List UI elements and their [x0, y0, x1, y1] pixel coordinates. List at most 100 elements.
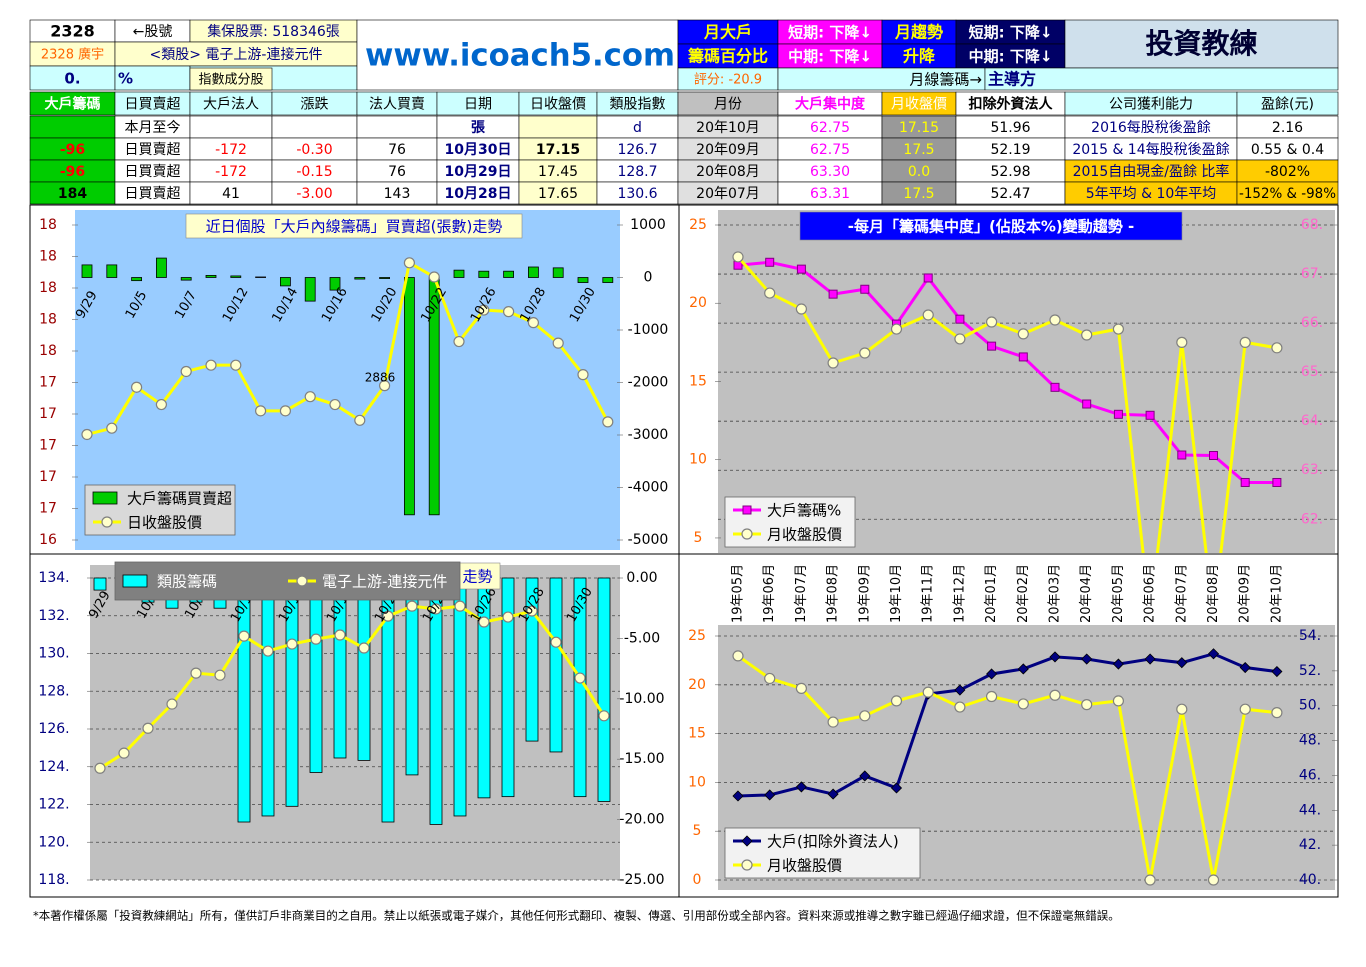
bar [255, 276, 267, 278]
y-tick-label: 0 [693, 872, 702, 888]
marker [503, 306, 515, 318]
y2-tick-label: -15.00 [619, 751, 664, 767]
x-tick-label: 19年08月 [826, 564, 841, 623]
marker [430, 603, 442, 615]
cell [881, 43, 957, 69]
marker [764, 672, 776, 685]
cell [29, 115, 116, 139]
marker [827, 357, 839, 369]
marker [954, 701, 966, 713]
y2-tick-label: 0 [644, 270, 653, 286]
cell-text: 日期 [464, 97, 492, 113]
cell [189, 67, 273, 91]
bar [503, 270, 515, 278]
bar [81, 264, 93, 278]
y2-tick-label: 42. [1299, 837, 1321, 853]
cell-text: 盈餘(元) [1261, 96, 1314, 113]
cell-text: 張 [471, 120, 486, 136]
cell-text: 指數成分股 [198, 73, 263, 88]
marker [795, 682, 808, 695]
marker [742, 505, 752, 515]
y2-tick-label: 40. [1299, 872, 1321, 888]
marker [859, 710, 871, 722]
y2-tick-label: 67. [1301, 266, 1323, 282]
cell-text: 大戶集中度 [795, 96, 866, 113]
marker [1113, 409, 1123, 419]
bar [106, 264, 118, 278]
bar [577, 277, 589, 283]
cell-text: 17.15 [899, 120, 939, 136]
y-tick-label: 17 [39, 375, 57, 391]
cell [518, 115, 598, 139]
cell-text: 17.5 [903, 186, 934, 202]
y-tick-label: 132. [38, 608, 69, 624]
x-tick-label: 20年03月 [1048, 564, 1063, 623]
marker [602, 416, 614, 428]
line [737, 652, 1278, 798]
marker [1176, 657, 1188, 669]
x-tick-label: 19年09月 [857, 564, 872, 623]
cell-text: 日買賣超 [125, 97, 181, 113]
bar [205, 274, 217, 278]
cell-text: 日收盤價 [530, 96, 586, 113]
cell-text: 公司獲利能力 [1109, 97, 1193, 113]
marker [890, 323, 903, 335]
cell-text: 52.19 [990, 142, 1030, 158]
marker [1112, 695, 1125, 707]
cell-text: 月份 [714, 97, 742, 113]
cell [356, 19, 679, 91]
cell-text: 日買賣超 [125, 186, 181, 202]
y2-tick-label: 0.00 [626, 570, 657, 586]
marker [577, 369, 589, 381]
bar [403, 277, 415, 516]
cell-text: 76 [388, 164, 406, 180]
legend-label: 大戶(扣除外資法人) [767, 833, 899, 851]
y2-tick-label: 62. [1301, 511, 1323, 527]
cell [1064, 19, 1339, 69]
cell-text: 128.7 [617, 164, 657, 180]
marker [764, 287, 776, 299]
y2-tick-label: 54. [1299, 628, 1321, 644]
cell [677, 19, 779, 45]
markers [732, 251, 1283, 369]
cell-text: 大戶籌碼 [45, 96, 101, 113]
x-tick-label: 20年01月 [984, 564, 999, 623]
cell-text: 41 [222, 186, 240, 202]
cell-text: 10月28日 [445, 186, 512, 202]
y2-tick-label: 65. [1301, 364, 1323, 380]
y2-tick-label: 46. [1299, 767, 1321, 783]
cell [984, 67, 1339, 91]
y-tick-label: 18 [39, 343, 57, 359]
y-tick-label: 25 [688, 628, 706, 644]
legend-label: 大戶籌碼買賣超 [127, 490, 232, 508]
chart-title: -每月「籌碼集中度」(佔股本%)變動趨勢 - [848, 218, 1134, 236]
marker [310, 633, 322, 645]
cell-text: 2328 [50, 22, 95, 41]
y-tick-label: 15 [689, 373, 707, 389]
marker [1271, 707, 1283, 719]
cell-text: 月趨勢 [894, 23, 943, 42]
cell [1236, 181, 1339, 205]
chart-title: 近日個股「大戶內線籌碼」買賣超(張數)走勢 [206, 218, 503, 236]
line [737, 654, 1278, 881]
y2-tick-label: 50. [1299, 698, 1321, 714]
cell-text: 日買賣超 [125, 164, 181, 180]
x-tick-label: 19年11月 [921, 564, 936, 623]
cell [271, 115, 358, 139]
marker [190, 667, 202, 679]
marker [955, 314, 965, 324]
marker [796, 264, 806, 274]
bar [93, 577, 107, 591]
marker [1176, 703, 1188, 715]
marker [101, 516, 113, 528]
cell-text: -96 [60, 164, 85, 180]
cell-text: -96 [60, 142, 85, 158]
bar [453, 269, 465, 278]
cell-text: 短期: 下降↓ [788, 24, 872, 42]
y2-tick-label: 52. [1299, 663, 1321, 679]
marker [1176, 336, 1188, 348]
bar [261, 577, 275, 817]
y-tick-label: 25 [689, 217, 707, 233]
marker [1049, 689, 1061, 701]
cell-text: 184 [58, 186, 87, 202]
